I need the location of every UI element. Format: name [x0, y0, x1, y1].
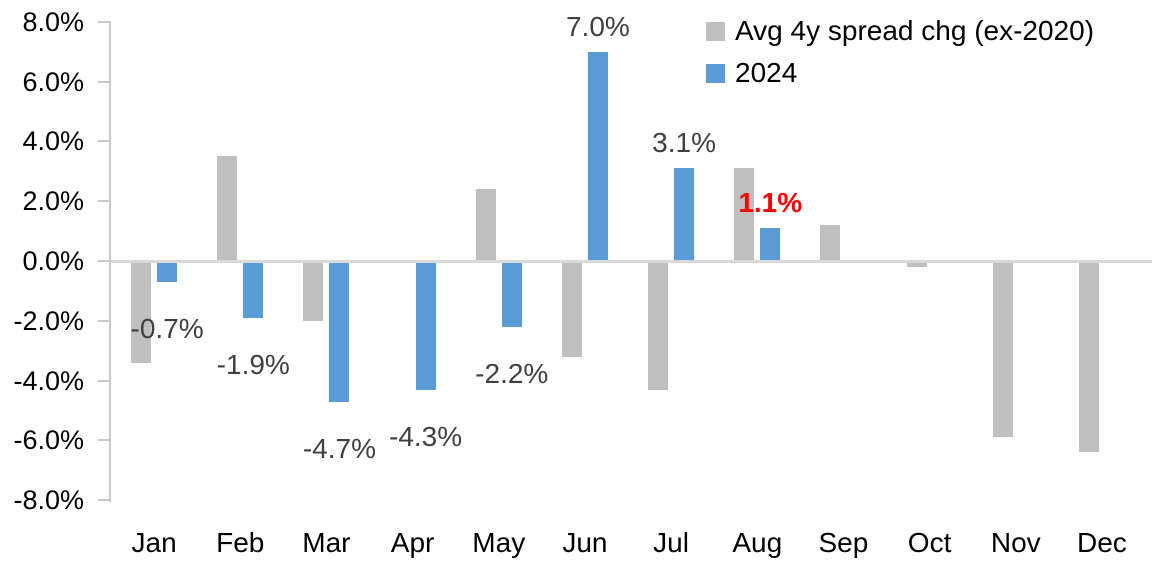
y-axis-tick — [98, 20, 110, 23]
x-label-feb: Feb — [216, 527, 265, 558]
y-axis-tick — [98, 379, 110, 382]
y-axis-label-6.0%: 6.0% — [22, 66, 84, 97]
data-label-mar: -4.7% — [302, 432, 376, 464]
data-label-may: -2.2% — [475, 357, 549, 389]
bar-2024-may — [501, 261, 522, 327]
x-label-oct: Oct — [907, 527, 952, 558]
bar-avg4y-oct — [906, 261, 927, 267]
bar-avg4y-jul — [648, 261, 669, 390]
x-label-jan: Jan — [131, 527, 177, 558]
x-label-dec: Dec — [1077, 527, 1127, 558]
y-axis-label--2.0%: -2.0% — [13, 305, 84, 336]
x-label-sep: Sep — [818, 527, 869, 558]
y-axis-tick — [98, 200, 110, 203]
data-label-jun: 7.0% — [565, 10, 630, 42]
bar-avg4y-feb — [217, 156, 238, 261]
bar-avg4y-aug — [734, 168, 755, 261]
bar-2024-feb — [243, 261, 264, 318]
legend-item-2024: 2024 — [706, 52, 1094, 94]
bar-2024-jul — [674, 168, 695, 261]
data-label-apr: -4.3% — [389, 420, 463, 452]
data-label-aug: 1.1% — [738, 187, 803, 219]
y-axis-label-2.0%: 2.0% — [22, 186, 84, 217]
y-axis-label--6.0%: -6.0% — [13, 425, 84, 456]
x-label-may: May — [472, 527, 526, 558]
bar-2024-mar — [329, 261, 350, 402]
bar-avg4y-jun — [561, 261, 582, 357]
y-axis-label-0.0%: 0.0% — [22, 246, 84, 276]
y-axis-tick — [98, 439, 110, 442]
bar-2024-jun — [587, 51, 608, 261]
y-axis-tick — [98, 499, 110, 502]
bar-2024-aug — [760, 228, 781, 261]
bar-avg4y-may — [475, 189, 496, 261]
data-label-jan: -0.7% — [130, 312, 204, 344]
y-axis-label--8.0%: -8.0% — [13, 485, 84, 516]
bar-avg4y-sep — [820, 225, 841, 261]
x-label-jun: Jun — [562, 527, 608, 558]
legend-label-2024: 2024 — [735, 57, 798, 88]
zero-gridline — [111, 260, 1152, 263]
bar-avg4y-jan — [131, 261, 152, 363]
bar-avg4y-nov — [992, 261, 1013, 438]
legend-swatch-gray-icon — [706, 21, 725, 41]
x-label-jul: Jul — [653, 527, 689, 558]
legend-label-avg4y: Avg 4y spread chg (ex-2020) — [735, 15, 1095, 46]
x-label-mar: Mar — [302, 527, 351, 558]
bar-avg4y-mar — [303, 261, 324, 321]
y-axis-label-4.0%: 4.0% — [22, 126, 84, 157]
bar-2024-jan — [157, 261, 178, 282]
legend-item-avg4y: Avg 4y spread chg (ex-2020) — [706, 10, 1094, 52]
legend: Avg 4y spread chg (ex-2020) 2024 — [706, 10, 1094, 94]
x-label-nov: Nov — [990, 527, 1041, 558]
bar-2024-apr — [415, 261, 436, 390]
y-axis-label--4.0%: -4.0% — [13, 365, 84, 396]
legend-swatch-blue-icon — [706, 63, 725, 83]
y-axis-tick — [98, 140, 110, 143]
data-label-jul: 3.1% — [652, 127, 716, 159]
y-axis-line — [109, 21, 111, 502]
x-label-aug: Aug — [732, 527, 783, 558]
y-axis-tick — [98, 260, 110, 262]
bar-avg4y-dec — [1078, 261, 1099, 453]
data-label-feb: -1.9% — [216, 348, 290, 380]
y-axis-tick — [98, 319, 110, 322]
y-axis-label-8.0%: 8.0% — [22, 6, 84, 37]
x-label-apr: Apr — [390, 527, 435, 558]
y-axis-tick — [98, 80, 110, 83]
